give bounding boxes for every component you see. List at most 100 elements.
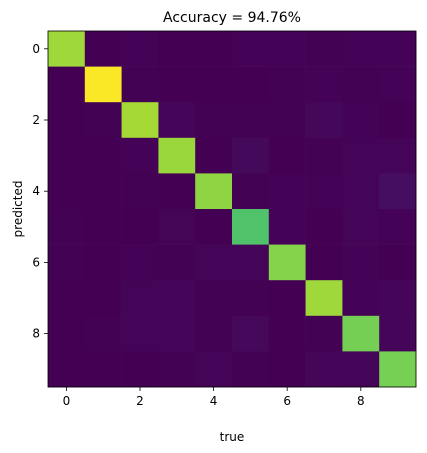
heatmap-cell xyxy=(48,137,86,174)
heatmap-cell xyxy=(305,137,343,174)
heatmap-cell xyxy=(158,31,196,67)
heatmap-cell xyxy=(379,173,417,210)
heatmap-cell xyxy=(232,102,270,139)
y-tick-label: 6 xyxy=(32,255,40,269)
heatmap-cell xyxy=(158,209,196,245)
heatmap-cell xyxy=(268,31,306,67)
heatmap-cell xyxy=(232,173,270,210)
heatmap-cell xyxy=(48,280,86,317)
heatmap-cell xyxy=(379,209,417,245)
heatmap-cell xyxy=(121,102,159,139)
heatmap-cell xyxy=(121,351,159,388)
heatmap-cell xyxy=(232,66,270,103)
chart-title: Accuracy = 94.76% xyxy=(163,10,301,26)
y-axis-label: predicted xyxy=(11,181,25,238)
plot-frame xyxy=(47,30,417,388)
x-tick-label: 8 xyxy=(357,394,365,408)
heatmap-cell xyxy=(232,244,270,281)
heatmap-cell xyxy=(84,137,122,174)
x-tick-label: 6 xyxy=(283,394,291,408)
heatmap-cell xyxy=(158,244,196,281)
heatmap-cell xyxy=(84,102,122,139)
heatmap-cell xyxy=(48,66,86,103)
y-tick-label: 4 xyxy=(32,184,40,198)
heatmap-cell xyxy=(342,31,380,67)
heatmap-cell xyxy=(342,66,380,103)
heatmap-cell xyxy=(268,137,306,174)
heatmap-cell xyxy=(232,31,270,67)
y-tick-label: 0 xyxy=(32,42,40,56)
heatmap-cell xyxy=(342,244,380,281)
heatmap-cell xyxy=(84,209,122,245)
heatmap-cell xyxy=(232,315,270,352)
heatmap-cell xyxy=(84,280,122,317)
heatmap-cell xyxy=(195,173,233,210)
heatmap-cell xyxy=(268,102,306,139)
y-tick-label: 8 xyxy=(32,327,40,341)
heatmap-cell xyxy=(268,173,306,210)
heatmap-cell xyxy=(48,173,86,210)
y-tick-label: 2 xyxy=(32,113,40,127)
heatmap-cell xyxy=(268,280,306,317)
heatmap-cell xyxy=(158,66,196,103)
heatmap-cell xyxy=(342,173,380,210)
heatmap-cell xyxy=(342,102,380,139)
heatmap-cell xyxy=(305,31,343,67)
heatmap-cell xyxy=(305,244,343,281)
heatmap-cell xyxy=(268,315,306,352)
heatmap-cell xyxy=(379,351,417,388)
heatmap-cell xyxy=(268,244,306,281)
heatmap-cell xyxy=(305,280,343,317)
heatmap-cell xyxy=(379,280,417,317)
heatmap-cell xyxy=(121,209,159,245)
heatmap-cell xyxy=(121,31,159,67)
heatmap-cell xyxy=(121,315,159,352)
heatmap-cell xyxy=(84,31,122,67)
heatmap-cell xyxy=(342,315,380,352)
heatmap-cell xyxy=(48,209,86,245)
heatmap-cell xyxy=(379,244,417,281)
heatmap-cell xyxy=(379,137,417,174)
heatmap-cell xyxy=(84,315,122,352)
heatmap-cell xyxy=(268,209,306,245)
heatmap-cell xyxy=(379,102,417,139)
heatmap-cell xyxy=(84,244,122,281)
heatmap-cell xyxy=(195,209,233,245)
y-axis-ticks: 0 2 4 6 8 xyxy=(32,42,48,341)
heatmap-cell xyxy=(305,102,343,139)
heatmap-cell xyxy=(121,280,159,317)
heatmap-cell xyxy=(305,209,343,245)
heatmap-cell xyxy=(232,351,270,388)
heatmap-cell xyxy=(195,66,233,103)
heatmap-cell xyxy=(84,66,122,103)
heatmap-cell xyxy=(195,31,233,67)
heatmap-cell xyxy=(305,315,343,352)
heatmap-cell xyxy=(48,315,86,352)
heatmap-cell xyxy=(158,102,196,139)
heatmap-cell xyxy=(84,173,122,210)
heatmap-cells xyxy=(48,31,417,388)
heatmap-cell xyxy=(342,280,380,317)
heatmap-cell xyxy=(305,351,343,388)
heatmap-cell xyxy=(232,209,270,245)
heatmap-cell xyxy=(158,280,196,317)
heatmap-cell xyxy=(48,102,86,139)
heatmap-cell xyxy=(195,244,233,281)
heatmap-cell xyxy=(121,137,159,174)
heatmap-cell xyxy=(268,66,306,103)
x-axis-label: true xyxy=(220,430,245,444)
heatmap-cell xyxy=(84,351,122,388)
heatmap-cell xyxy=(195,102,233,139)
heatmap-cell xyxy=(342,137,380,174)
heatmap-cell xyxy=(195,315,233,352)
heatmap-cell xyxy=(121,173,159,210)
heatmap-cell xyxy=(379,31,417,67)
heatmap-cell xyxy=(232,280,270,317)
heatmap-cell xyxy=(305,173,343,210)
heatmap-cell xyxy=(158,315,196,352)
heatmap-cell xyxy=(195,137,233,174)
heatmap-cell xyxy=(195,280,233,317)
heatmap-cell xyxy=(48,351,86,388)
x-tick-label: 4 xyxy=(210,394,218,408)
